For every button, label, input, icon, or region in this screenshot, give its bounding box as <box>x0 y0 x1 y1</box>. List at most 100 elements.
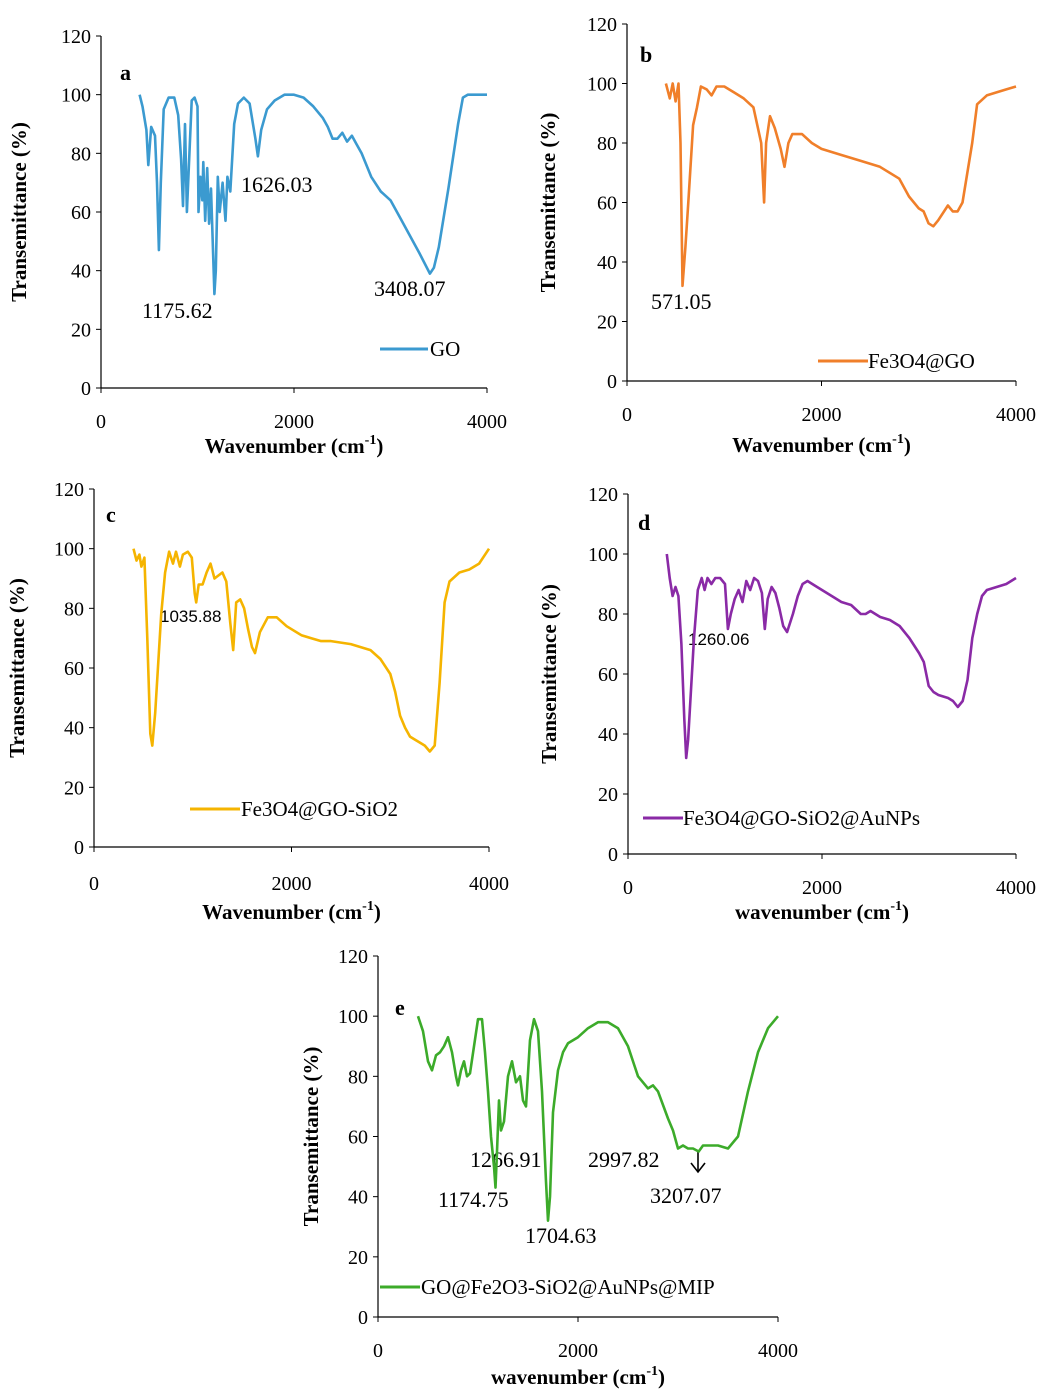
x-axis-unit-sup: -1 <box>362 899 374 914</box>
y-tick-label: 40 <box>597 252 617 274</box>
x-tick-label: 0 <box>623 877 633 899</box>
panel-d: d 1260.06 Fe3O4@GO-SiO2@AuNPs 0 20 40 60 80 1… <box>537 484 1036 924</box>
annotation-peak-2997: 2997.82 <box>588 1147 660 1172</box>
x-axis-unit-close: ) <box>904 433 911 457</box>
legend: Fe3O4@GO-SiO2@AuNPs <box>643 806 920 830</box>
y-tick-label: 20 <box>348 1247 368 1269</box>
x-tick-label: 4000 <box>996 877 1036 899</box>
series-line-GO <box>138 93 487 296</box>
annotation-peak-571: 571.05 <box>651 289 712 314</box>
x-tick-label: 0 <box>373 1340 383 1362</box>
x-axis-unit-close: ) <box>658 1365 665 1389</box>
y-tick-label: 120 <box>587 14 617 36</box>
x-axis-unit-close: ) <box>902 900 909 924</box>
panel-b: b 571.05 Fe3O4@GO 0 20 40 60 80 100 120 0 2000 40… <box>536 14 1036 457</box>
y-axis-title: Transemittance (%) <box>5 578 29 758</box>
y-tick-label: 0 <box>607 371 617 393</box>
y-tick-label: 100 <box>587 74 617 96</box>
y-tick-label: 60 <box>598 664 618 686</box>
x-axis-title: wavenumber (cm-1) <box>491 1364 665 1389</box>
y-tick-label: 20 <box>597 312 617 334</box>
annotation-peak-1266: 1266.91 <box>470 1147 542 1172</box>
x-tick-label: 4000 <box>758 1340 798 1362</box>
x-axis-title: Wavenumber (cm-1) <box>202 899 381 924</box>
panel-label-a: a <box>120 60 131 85</box>
annotation-peak-1035: 1035.88 <box>160 607 221 626</box>
y-axis-title: Transemittance (%) <box>299 1047 323 1227</box>
x-tick-label: 4000 <box>996 404 1036 426</box>
x-axis-unit-close: ) <box>376 434 383 458</box>
y-tick-label: 0 <box>81 378 91 400</box>
y-tick-label: 20 <box>64 777 84 799</box>
x-tick-label: 0 <box>89 873 99 895</box>
x-tick-label: 2000 <box>558 1340 598 1362</box>
y-axis-title: Transemittance (%) <box>536 113 560 293</box>
legend: Fe3O4@GO-SiO2 <box>190 797 398 821</box>
y-tick-label: 0 <box>608 844 618 866</box>
legend: Fe3O4@GO <box>818 349 975 373</box>
x-tick-label: 0 <box>622 404 632 426</box>
y-axis-title: Transemittance (%) <box>537 584 561 764</box>
panel-c: c 1035.88 Fe3O4@GO-SiO2 0 20 40 60 80 100 120 0… <box>5 479 509 924</box>
panel-label-d: d <box>638 510 650 535</box>
y-tick-label: 80 <box>597 133 617 155</box>
legend-label: Fe3O4@GO <box>868 349 975 373</box>
x-tick-label: 2000 <box>272 873 312 895</box>
y-tick-label: 120 <box>61 26 91 48</box>
x-tick-label: 2000 <box>802 404 842 426</box>
legend: GO@Fe2O3-SiO2@AuNPs@MIP <box>380 1275 715 1299</box>
y-tick-label: 60 <box>348 1127 368 1149</box>
annotation-peak-3408: 3408.07 <box>374 276 446 301</box>
x-axis-unit-sup: -1 <box>890 899 902 914</box>
x-tick-label: 0 <box>96 411 106 433</box>
y-tick-label: 120 <box>54 479 84 501</box>
y-tick-label: 100 <box>588 544 618 566</box>
annotation-peak-1260: 1260.06 <box>688 630 749 649</box>
y-tick-label: 60 <box>71 202 91 224</box>
panel-label-b: b <box>640 42 652 67</box>
y-tick-label: 20 <box>71 319 91 341</box>
panel-e: e 1266.91 1174.75 1704.63 2997.82 3207.0… <box>299 946 798 1389</box>
legend: GO <box>380 337 460 361</box>
arrow-icon <box>690 1150 706 1174</box>
y-tick-label: 60 <box>597 193 617 215</box>
y-tick-label: 80 <box>598 604 618 626</box>
panel-a: a 1626.03 1175.62 3408.07 GO 0 20 40 60 80 10… <box>7 26 507 458</box>
legend-label: GO <box>430 337 460 361</box>
y-tick-label: 100 <box>61 85 91 107</box>
y-tick-label: 80 <box>71 143 91 165</box>
x-axis-unit-sup: -1 <box>892 432 904 447</box>
x-axis-unit-close: ) <box>374 900 381 924</box>
y-tick-label: 40 <box>598 724 618 746</box>
x-axis-title: Wavenumber (cm-1) <box>205 433 384 458</box>
y-tick-label: 0 <box>358 1307 368 1329</box>
panel-label-e: e <box>395 995 405 1020</box>
annotation-peak-1175: 1175.62 <box>142 298 213 323</box>
y-tick-label: 0 <box>74 837 84 859</box>
annotation-peak-3207: 3207.07 <box>650 1183 722 1208</box>
legend-label: GO@Fe2O3-SiO2@AuNPs@MIP <box>421 1275 715 1299</box>
legend-label: Fe3O4@GO-SiO2@AuNPs <box>683 806 920 830</box>
x-tick-label: 2000 <box>802 877 842 899</box>
x-tick-label: 4000 <box>469 873 509 895</box>
panel-label-c: c <box>106 502 116 527</box>
y-tick-label: 100 <box>338 1006 368 1028</box>
series-line-Fe3O4@GO-SiO2@AuNPs <box>665 553 1017 760</box>
annotation-peak-1174: 1174.75 <box>438 1187 509 1212</box>
x-tick-label: 4000 <box>467 411 507 433</box>
y-tick-label: 80 <box>64 598 84 620</box>
y-tick-label: 20 <box>598 784 618 806</box>
y-tick-label: 40 <box>71 261 91 283</box>
series-line-GO@Fe2O3-SiO2@AuNPs@MIP <box>416 1015 779 1222</box>
x-tick-label: 2000 <box>274 411 314 433</box>
annotation-peak-1626: 1626.03 <box>241 172 313 197</box>
x-axis-unit-sup: -1 <box>365 433 377 448</box>
legend-label: Fe3O4@GO-SiO2 <box>241 797 398 821</box>
y-tick-label: 60 <box>64 658 84 680</box>
x-axis-title: wavenumber (cm-1) <box>735 899 909 924</box>
x-axis-title: Wavenumber (cm-1) <box>732 432 911 457</box>
y-tick-label: 120 <box>588 484 618 506</box>
series-line-Fe3O4@GO <box>664 82 1017 288</box>
annotation-peak-1704: 1704.63 <box>525 1223 597 1248</box>
